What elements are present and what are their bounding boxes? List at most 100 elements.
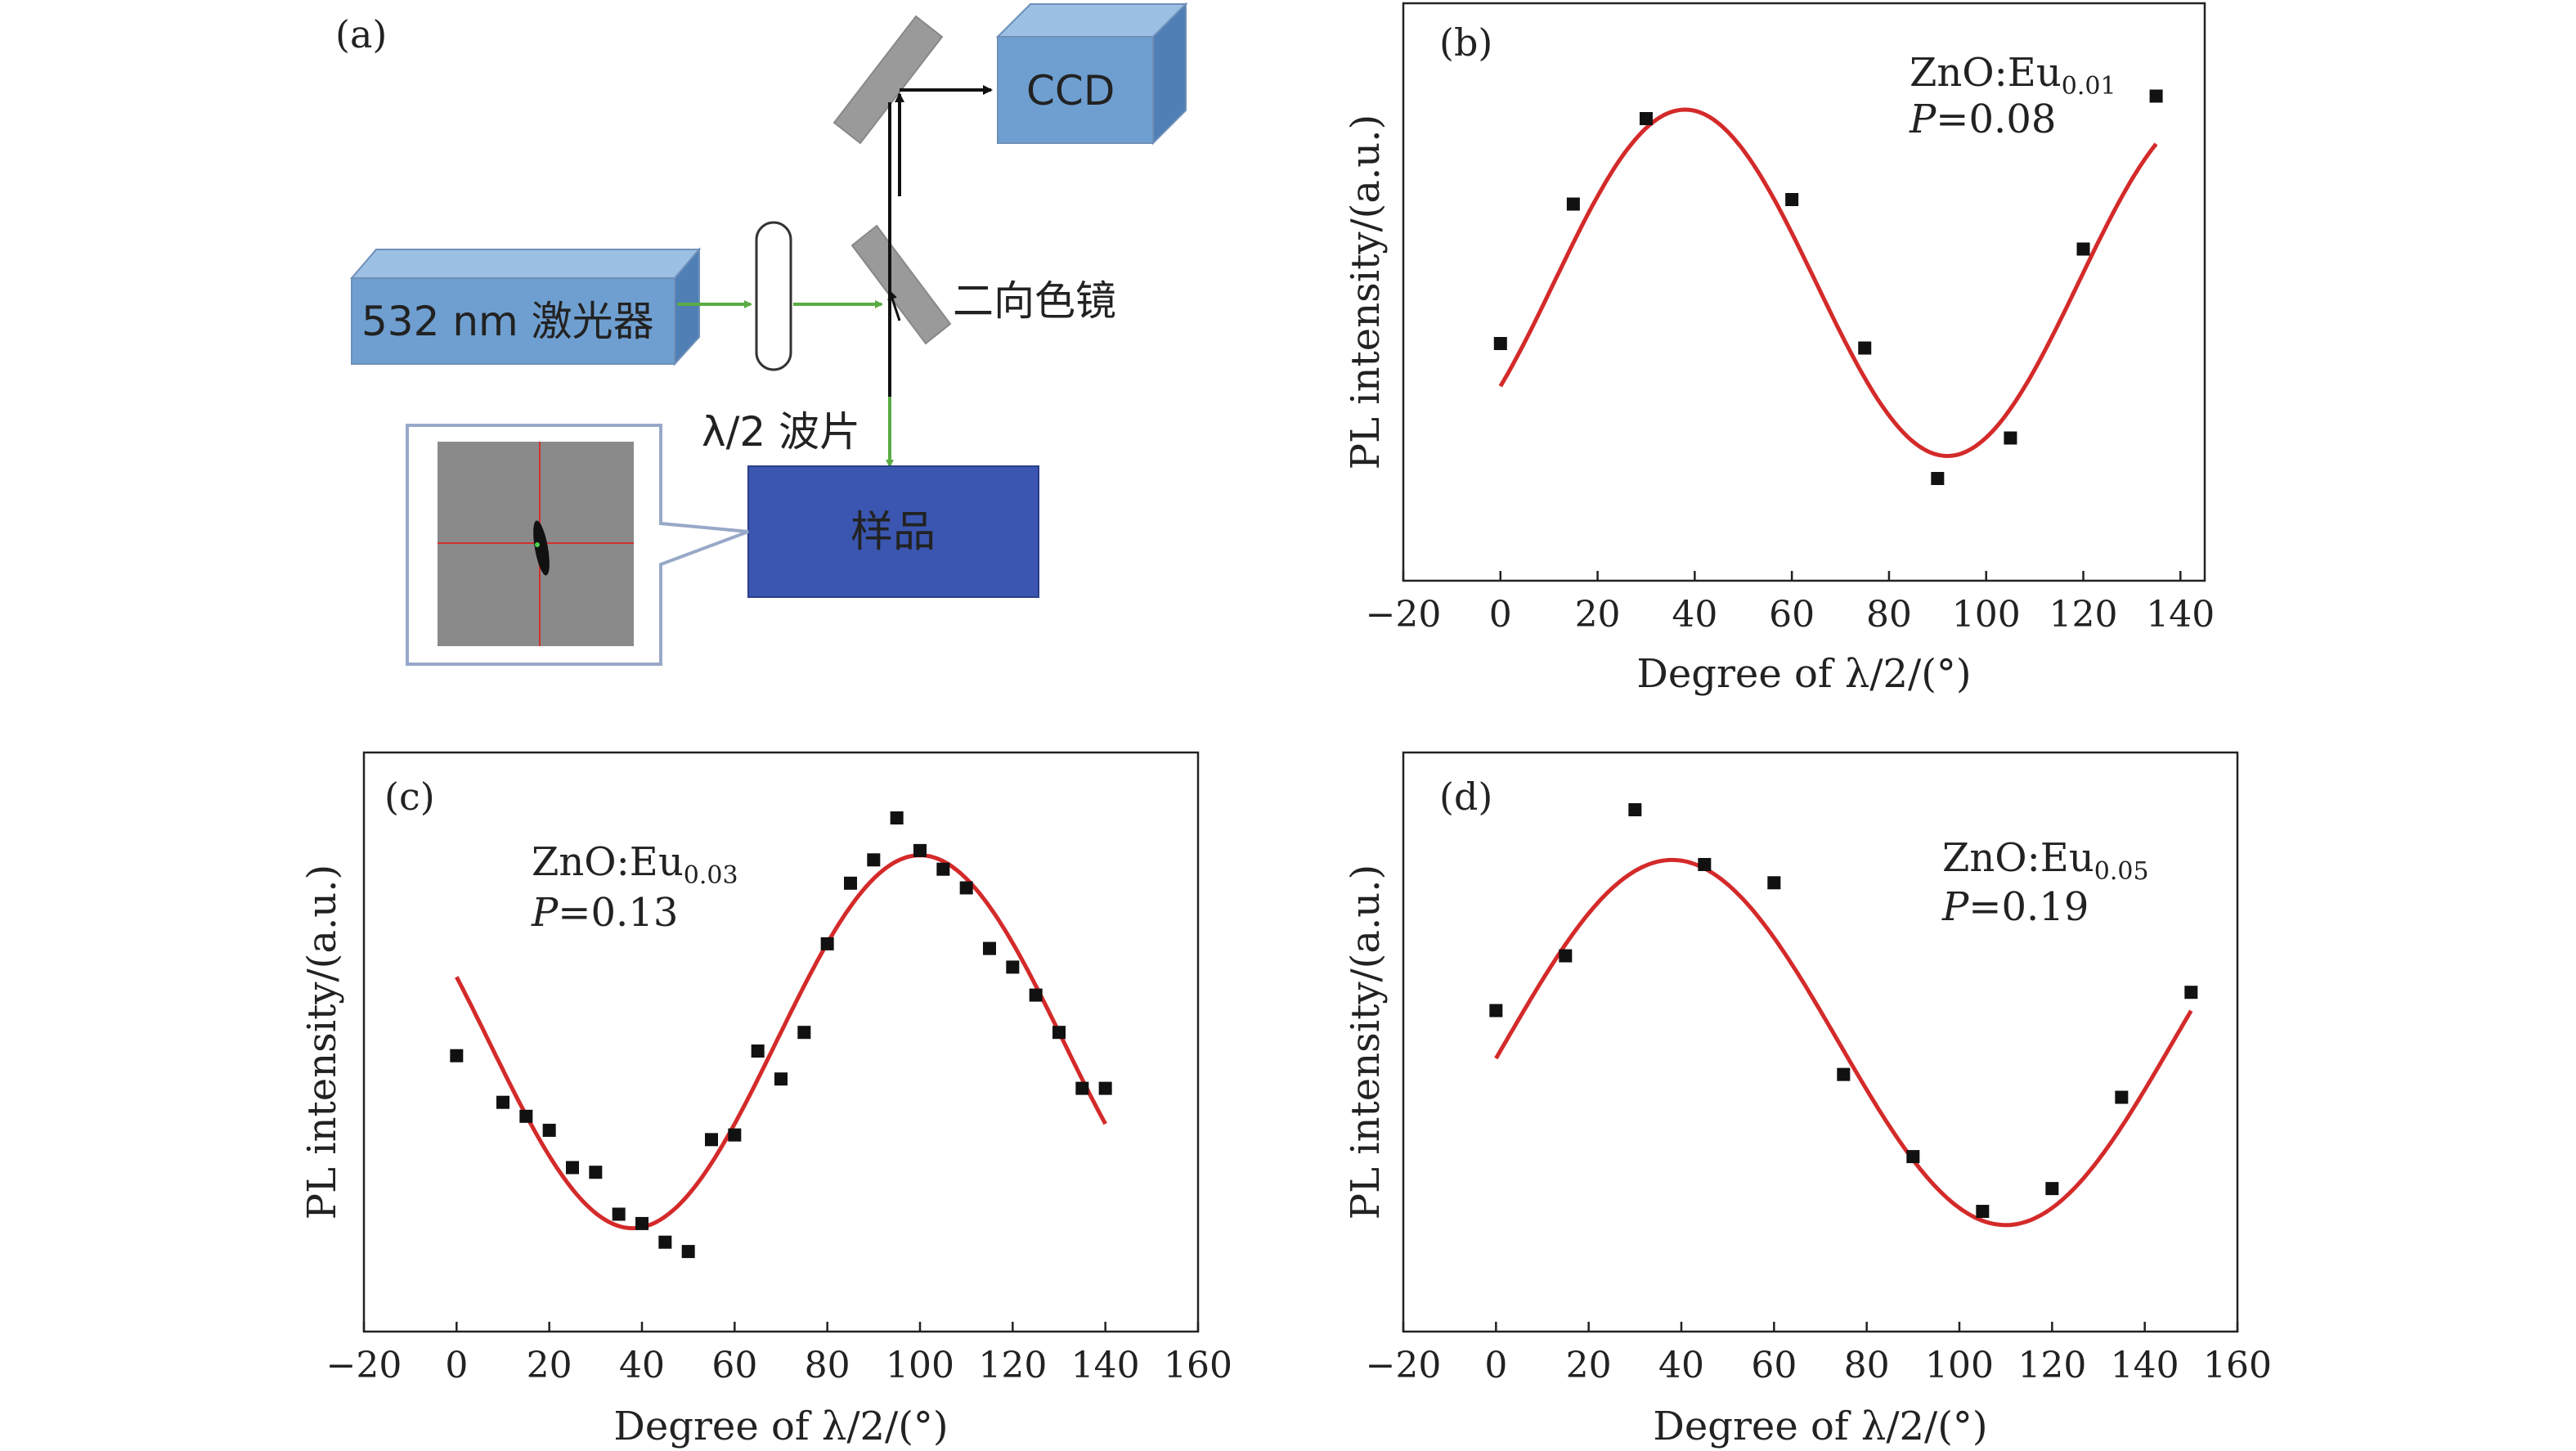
x-tick-label: 80	[1866, 594, 1912, 636]
panel-label-c: (c)	[384, 775, 435, 819]
x-ticks: −20 0 20 40 60 80 100 120 140 160	[1366, 1322, 2272, 1386]
x-tick-label: 0	[445, 1345, 468, 1386]
microscope-inset	[406, 424, 749, 666]
sample-label: 样品	[850, 508, 936, 557]
data-point	[1559, 949, 1573, 963]
data-point	[1493, 337, 1507, 350]
waveplate-label: λ/2 波片	[702, 408, 860, 456]
x-tick-label: 60	[1751, 1345, 1797, 1386]
data-point	[913, 843, 927, 857]
data-point	[1837, 1067, 1851, 1081]
fit-curve-layer	[1494, 857, 2193, 1228]
sample-annotation: ZnO:Eu0.05	[1942, 835, 2149, 886]
plot-frame	[362, 751, 1200, 1333]
x-tick-label: 120	[2017, 1345, 2086, 1386]
x-tick-label: 20	[1575, 594, 1621, 636]
x-tick-label: 100	[1952, 594, 2021, 636]
data-point	[658, 1235, 672, 1249]
x-tick-label: 60	[711, 1345, 757, 1386]
data-point	[844, 876, 857, 890]
x-tick-label: 160	[1164, 1345, 1232, 1386]
x-tick-label: 100	[1925, 1345, 1994, 1386]
x-tick-label: −20	[326, 1345, 402, 1386]
x-tick-label: 160	[2203, 1345, 2272, 1386]
x-tick-label: 20	[1566, 1345, 1612, 1386]
chart-c: (c) ZnO:Eu0.03 P=0.13 −20 0 20 40 60 80 100 120…	[299, 751, 1232, 1449]
data-point	[728, 1128, 742, 1142]
sample-annotation: ZnO:Eu0.03	[532, 839, 738, 890]
panel-label-b: (b)	[1439, 20, 1492, 65]
fit-curve	[455, 853, 1107, 1231]
points-layer	[1493, 89, 2163, 485]
data-point	[1566, 197, 1580, 211]
dichroic-label: 二向色镜	[953, 277, 1116, 325]
y-axis-label: PL intensity/(a.u.)	[1343, 865, 1389, 1220]
points-layer	[1489, 803, 2198, 1219]
data-point	[959, 881, 973, 895]
data-point	[2045, 1182, 2059, 1196]
panel-label-d: (d)	[1439, 775, 1492, 819]
laser-box: 532 nm 激光器	[349, 247, 702, 366]
x-tick-label: 120	[978, 1345, 1047, 1386]
data-point	[2184, 986, 2198, 1000]
chart-b: (b) ZnO:Eu0.01 P=0.08 −20 0 20 40 60 80 100 120…	[1343, 2, 2215, 697]
fit-curve	[1494, 857, 2193, 1228]
x-tick-label: −20	[1366, 1345, 1442, 1386]
chart-d: (d) ZnO:Eu0.05 P=0.19 −20 0 20 40 60 80 100 120…	[1343, 751, 2272, 1449]
data-point	[1906, 1150, 1920, 1164]
data-point	[983, 941, 996, 955]
data-point	[1098, 1081, 1112, 1095]
data-point	[2076, 242, 2090, 256]
data-point	[1029, 988, 1043, 1002]
data-point	[705, 1133, 718, 1147]
data-point	[589, 1166, 603, 1179]
waveplate	[755, 221, 792, 371]
data-point	[797, 1026, 811, 1040]
data-point	[867, 853, 881, 867]
data-point	[2149, 89, 2163, 103]
data-point	[519, 1109, 533, 1123]
data-point	[681, 1245, 695, 1259]
fit-curve	[1498, 107, 2158, 459]
data-point	[1628, 803, 1642, 816]
x-tick-label: 0	[1484, 1345, 1507, 1386]
x-tick-label: 40	[619, 1345, 665, 1386]
top-mirror	[832, 15, 944, 145]
data-point	[1489, 1004, 1503, 1017]
schematic-panel: (a) 532 nm 激光器 CCD 二向色镜 λ/2 波片	[335, 2, 1188, 666]
polarization-annotation: P=0.08	[1909, 97, 2056, 142]
data-point	[1639, 112, 1653, 125]
data-point	[612, 1207, 626, 1221]
polarization-annotation: P=0.13	[531, 890, 678, 936]
x-tick-label: 40	[1672, 594, 1717, 636]
y-axis-label: PL intensity/(a.u.)	[1343, 115, 1389, 469]
fit-curve-layer	[455, 853, 1107, 1231]
data-point	[774, 1072, 788, 1086]
data-point	[1858, 341, 1872, 355]
data-point	[566, 1161, 579, 1175]
x-tick-label: 40	[1658, 1345, 1704, 1386]
data-point	[1931, 472, 1945, 485]
x-axis-label: Degree of λ/2/(°)	[613, 1404, 948, 1449]
data-point	[1698, 857, 1712, 871]
x-axis-label: Degree of λ/2/(°)	[1636, 651, 1971, 697]
x-tick-label: 20	[527, 1345, 572, 1386]
points-layer	[450, 811, 1112, 1259]
data-point	[820, 937, 834, 950]
x-tick-label: 140	[2111, 1345, 2179, 1386]
x-tick-label: 0	[1489, 594, 1512, 636]
data-point	[1006, 960, 1020, 974]
panel-label-a: (a)	[335, 12, 387, 56]
data-point	[751, 1044, 765, 1058]
sample-annotation: ZnO:Eu0.01	[1910, 50, 2116, 101]
plot-frame	[1402, 2, 2206, 582]
data-point	[1767, 876, 1781, 890]
x-tick-label: 100	[886, 1345, 954, 1386]
data-point	[1075, 1081, 1089, 1095]
x-tick-label: −20	[1366, 594, 1442, 636]
x-tick-label: 60	[1769, 594, 1815, 636]
x-tick-label: 140	[1071, 1345, 1140, 1386]
data-point	[496, 1095, 509, 1109]
data-point	[2115, 1090, 2129, 1104]
